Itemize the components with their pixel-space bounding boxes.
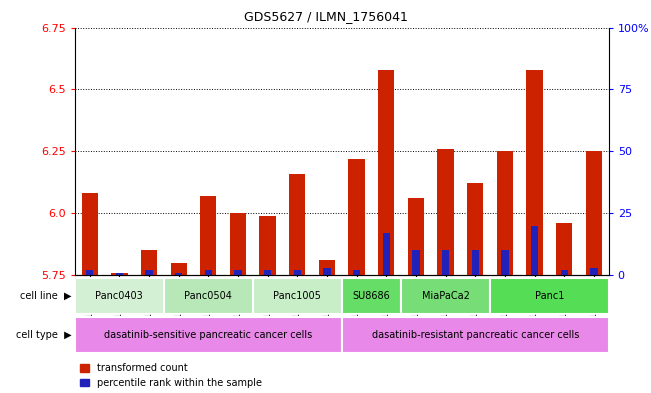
Text: dasatinib-sensitive pancreatic cancer cells: dasatinib-sensitive pancreatic cancer ce… <box>104 330 312 340</box>
Bar <box>353 270 360 275</box>
Bar <box>490 278 609 314</box>
Bar <box>561 270 568 275</box>
Bar <box>531 226 538 275</box>
Bar <box>383 233 390 275</box>
Bar <box>442 250 449 275</box>
Bar <box>408 198 424 275</box>
Bar <box>342 278 401 314</box>
Text: Panc1: Panc1 <box>534 291 564 301</box>
Text: Panc0403: Panc0403 <box>96 291 143 301</box>
Bar <box>253 278 342 314</box>
Bar <box>324 268 331 275</box>
Bar <box>527 70 543 275</box>
Bar <box>204 270 212 275</box>
Bar <box>75 317 342 353</box>
Bar <box>412 250 420 275</box>
Bar <box>171 263 187 275</box>
Bar <box>497 151 513 275</box>
Text: Panc1005: Panc1005 <box>273 291 321 301</box>
Legend: transformed count, percentile rank within the sample: transformed count, percentile rank withi… <box>79 363 262 388</box>
Bar <box>86 270 93 275</box>
Bar <box>175 273 182 275</box>
Text: Panc0504: Panc0504 <box>184 291 232 301</box>
Bar <box>234 270 242 275</box>
Text: MiaPaCa2: MiaPaCa2 <box>422 291 469 301</box>
Bar <box>145 270 153 275</box>
Bar <box>141 250 157 275</box>
Bar <box>556 223 572 275</box>
Bar <box>471 250 479 275</box>
Bar <box>342 317 609 353</box>
Bar <box>264 270 271 275</box>
Bar <box>319 260 335 275</box>
Bar <box>81 193 98 275</box>
Text: cell line  ▶: cell line ▶ <box>20 291 72 301</box>
Bar <box>294 270 301 275</box>
Bar <box>348 159 365 275</box>
Bar <box>289 174 305 275</box>
Bar <box>378 70 395 275</box>
Bar <box>590 268 598 275</box>
Bar <box>437 149 454 275</box>
Bar <box>467 184 484 275</box>
Bar <box>75 278 164 314</box>
Bar <box>501 250 508 275</box>
Bar <box>230 213 246 275</box>
Text: cell type  ▶: cell type ▶ <box>16 330 72 340</box>
Bar <box>200 196 217 275</box>
Bar <box>586 151 602 275</box>
Bar <box>116 273 123 275</box>
Bar <box>164 278 253 314</box>
Bar <box>401 278 490 314</box>
Text: dasatinib-resistant pancreatic cancer cells: dasatinib-resistant pancreatic cancer ce… <box>372 330 579 340</box>
Text: SU8686: SU8686 <box>353 291 391 301</box>
Bar <box>111 273 128 275</box>
Bar <box>260 216 276 275</box>
Text: GDS5627 / ILMN_1756041: GDS5627 / ILMN_1756041 <box>243 10 408 23</box>
